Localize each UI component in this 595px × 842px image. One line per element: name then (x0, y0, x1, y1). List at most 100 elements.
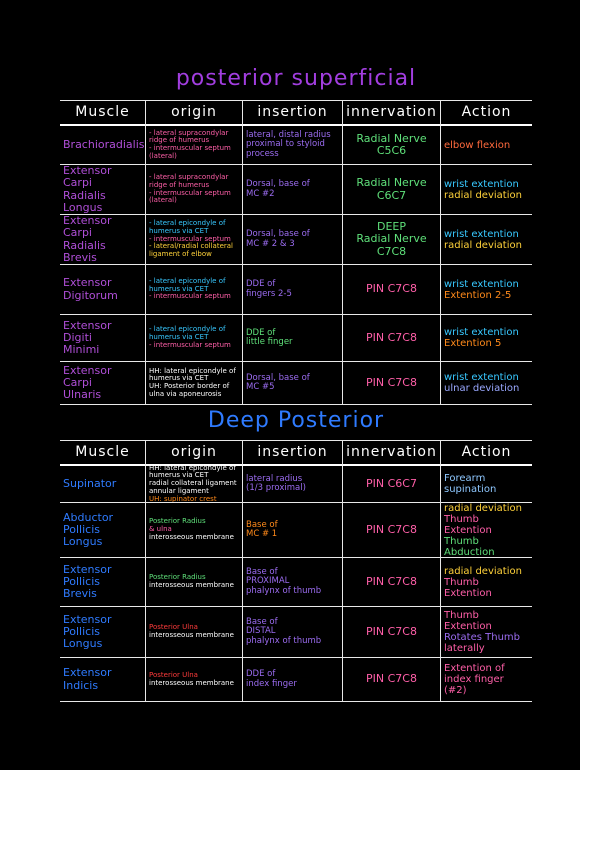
cell-text: Extensor (63, 612, 112, 626)
cell-text: PROXIMAL (246, 576, 290, 587)
cell-text: - intermuscular septum (lateral) (149, 144, 231, 160)
table-cell: elbow flexion (440, 126, 532, 165)
cell-text: - intermuscular septum (149, 340, 231, 349)
cell-text: Posterior Radius (149, 517, 206, 526)
cell-text: Pollicis (63, 522, 100, 536)
cell-text: PIN C7C8 (366, 282, 417, 296)
table-cell: Radial Nerve C6C7 (342, 165, 440, 215)
table-cell: PIN C7C8 (342, 558, 440, 607)
table-cell: wrist extention radial deviation (440, 215, 532, 265)
cell-text: DISTAL (246, 626, 276, 637)
cell-text: Ulnaris (63, 388, 102, 402)
table-cell: - lateral supracondylar ridge of humerus… (145, 126, 242, 165)
cell-text: interosseous membrane (149, 678, 234, 687)
cell-text: radial collateral ligament (149, 479, 237, 488)
cell-text: phalynx of thumb (246, 585, 322, 596)
table-cell: - lateral epicondyle of humerus via CET -… (145, 215, 242, 265)
column-header: Action (440, 100, 532, 126)
table-cell: Forearm supination (440, 466, 532, 503)
cell-text: Abductor (63, 510, 114, 524)
cell-text: PIN C6C7 (366, 476, 417, 490)
cell-text: PIN C7C8 (366, 522, 417, 536)
cell-text: Longus (63, 535, 103, 549)
table-cell: wrist extention radial deviation (440, 165, 532, 215)
cell-text: Thumb Extention (444, 513, 492, 536)
cell-text: Radial Nerve (356, 232, 427, 246)
table-cell: Extensor Pollicis Brevis (60, 558, 145, 607)
table-cell: radial deviation Thumb Extention Thumb Abd… (440, 503, 532, 558)
cell-text: Extensor (63, 666, 112, 680)
table-cell: PIN C7C8 (342, 265, 440, 315)
cell-text: Radial Nerve (356, 131, 427, 145)
table-cell: HH: lateral epicondyle of humerus via CE… (145, 362, 242, 405)
cell-text: annular ligament (149, 486, 209, 495)
cell-text: Extensor Carpi (63, 215, 112, 240)
cell-text: Base of (246, 519, 278, 530)
table-cell: Dorsal, base of MC # 2 & 3 (242, 215, 342, 265)
table-cell: wrist extention Extention 2-5 (440, 265, 532, 315)
table-cell: Extensor Digitorum (60, 265, 145, 315)
table-cell: Posterior Radius interosseous membrane (145, 558, 242, 607)
cell-text: interosseous membrane (149, 631, 234, 639)
table-cell: DDE of fingers 2-5 (242, 265, 342, 315)
cell-text: C6C7 (376, 188, 407, 202)
cell-text: wrist extention (444, 178, 519, 190)
table-cell: PIN C7C8 (342, 658, 440, 702)
cell-text: Extention 2-5 (444, 289, 512, 301)
cell-text: C7C8 (376, 244, 407, 258)
cell-text: Extensor (63, 276, 112, 290)
table-cell: Abductor Pollicis Longus (60, 503, 145, 558)
table-cell: Extensor Carpi Ulnaris (60, 362, 145, 405)
cell-text: Forearm (444, 473, 486, 484)
cell-text: - lateral supracondylar ridge of humerus (149, 173, 229, 189)
cell-text: HH: lateral epicondyle of humerus via CE… (149, 366, 236, 383)
table-cell: DEEP Radial Nerve C7C8 (342, 215, 440, 265)
table-cell: DDE of little finger (242, 315, 342, 362)
cell-text: C5C6 (376, 144, 407, 157)
table-cell: Extention of index finger (#2) (440, 658, 532, 702)
cell-text: phalynx of thumb (246, 635, 322, 646)
table-cell: lateral, distal radius proximal to stylo… (242, 126, 342, 165)
table-cell: Extensor Digiti Minimi (60, 315, 145, 362)
cell-text: - lateral supracondylar ridge of humerus (149, 128, 229, 145)
column-header: origin (145, 440, 242, 466)
cell-text: lateral radius (246, 473, 303, 484)
column-header: Action (440, 440, 532, 466)
table-cell: Base of MC # 1 (242, 503, 342, 558)
table-cell: Posterior Radius & ulna interosseous membr… (145, 503, 242, 558)
cell-text: & ulna (149, 525, 172, 534)
table-cell: Posterior Ulna interosseous membrane (145, 658, 242, 702)
table-cell: lateral radius (1/3 proximal) (242, 466, 342, 503)
cell-text: Extensor (63, 562, 112, 576)
table-cell: Posterior Ulna interosseous membrane (145, 607, 242, 658)
cell-text: wrist extention (444, 372, 519, 383)
table-cell: wrist extention ulnar deviation (440, 362, 532, 405)
cell-text: laterally (444, 643, 485, 654)
table-cell: radial deviation Thumb Extention (440, 558, 532, 607)
cell-text: PIN C7C8 (366, 375, 417, 389)
cell-text: Extention of index finger (#2) (444, 663, 505, 696)
table-cell: PIN C7C8 (342, 315, 440, 362)
table-cell: HH: lateral epicondyle of humerus via CE… (145, 466, 242, 503)
table-cell: Base of DISTAL phalynx of thumb (242, 607, 342, 658)
cell-text: wrist extention (444, 228, 519, 240)
cell-text: Thumb Extention (444, 610, 492, 632)
column-header: origin (145, 100, 242, 126)
cell-text: Extensor Carpi (63, 363, 112, 389)
cell-text: - intermuscular septum (149, 234, 231, 243)
cell-text: Brevis (63, 587, 97, 601)
column-header: insertion (242, 100, 342, 126)
cell-text: - lateral epicondyle of humerus via CET (149, 325, 226, 342)
cell-text: Radialis Brevis (63, 238, 106, 264)
cell-text: Dorsal, base of (246, 229, 310, 240)
cell-text: elbow flexion (444, 139, 511, 151)
cell-text: PIN C7C8 (366, 330, 417, 344)
cell-text: wrist extention (444, 278, 519, 290)
cell-text: Extensor Digiti (63, 318, 112, 344)
cell-text: Radialis Longus (63, 188, 106, 214)
cell-text: - lateral/radial collateral ligament of … (149, 242, 233, 259)
cell-text: MC #2 (246, 188, 275, 199)
cell-text: Posterior Radius (149, 573, 206, 582)
column-header: innervation (342, 100, 440, 126)
